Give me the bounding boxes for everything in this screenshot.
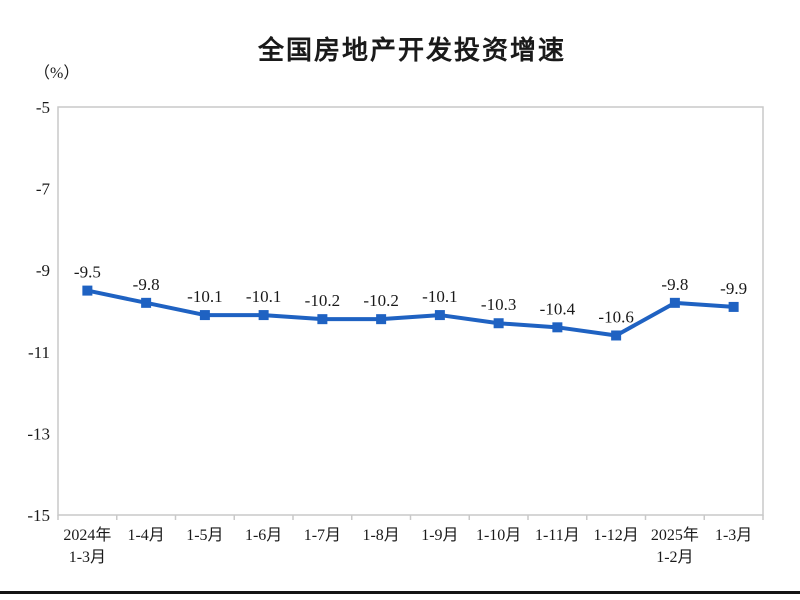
- data-point-label: -10.4: [540, 299, 576, 318]
- data-point-marker: [552, 322, 563, 333]
- x-tick-label: 1-8月: [362, 527, 399, 544]
- x-tick-label: 1-9月: [421, 527, 458, 544]
- x-tick-label: 1-7月: [304, 527, 341, 544]
- data-point-marker: [669, 297, 680, 308]
- x-tick-label: 1-2月: [656, 549, 693, 566]
- data-point-marker: [611, 330, 622, 341]
- footer-divider-line: [0, 591, 800, 594]
- data-point-marker: [317, 314, 328, 325]
- data-point-marker: [199, 310, 210, 321]
- x-tick-label: 1-6月: [245, 527, 282, 544]
- data-point-label: -9.5: [74, 263, 101, 282]
- x-tick-label: 2024年: [63, 526, 111, 544]
- y-tick-label: -15: [27, 506, 50, 525]
- data-point-label: -10.2: [363, 291, 398, 310]
- data-point-marker: [493, 318, 504, 329]
- x-tick-label: 1-12月: [593, 527, 638, 544]
- data-point-label: -10.3: [481, 295, 516, 314]
- y-tick-label: -13: [27, 424, 50, 443]
- data-point-label: -9.8: [661, 275, 688, 294]
- data-point-marker: [258, 310, 269, 321]
- y-tick-label: -11: [28, 343, 50, 362]
- y-tick-label: -9: [36, 261, 50, 280]
- data-point-label: -9.9: [720, 279, 747, 298]
- data-point-marker: [434, 310, 445, 321]
- data-point-marker: [82, 285, 93, 296]
- y-tick-label: -7: [36, 180, 51, 199]
- x-tick-label: 1-10月: [476, 527, 521, 544]
- x-tick-label: 2025年: [651, 526, 699, 544]
- x-tick-label: 1-5月: [186, 527, 223, 544]
- x-tick-label: 1-3月: [715, 527, 752, 544]
- data-point-marker: [728, 301, 739, 312]
- data-point-marker: [376, 314, 387, 325]
- data-point-label: -9.8: [133, 275, 160, 294]
- data-point-marker: [141, 297, 152, 308]
- y-axis-unit-label: （%）: [34, 65, 80, 82]
- x-tick-label: 1-11月: [535, 527, 580, 544]
- data-point-label: -10.1: [246, 287, 281, 306]
- x-tick-label: 1-3月: [69, 549, 106, 566]
- data-point-label: -10.1: [422, 287, 457, 306]
- x-tick-label: 1-4月: [127, 527, 164, 544]
- data-point-label: -10.1: [187, 287, 222, 306]
- y-tick-label: -5: [36, 98, 50, 117]
- line-series: [85, 288, 736, 338]
- data-point-label: -10.6: [598, 307, 633, 326]
- chart-title: 全国房地产开发投资增速: [257, 35, 566, 65]
- data-point-label: -10.2: [305, 291, 340, 310]
